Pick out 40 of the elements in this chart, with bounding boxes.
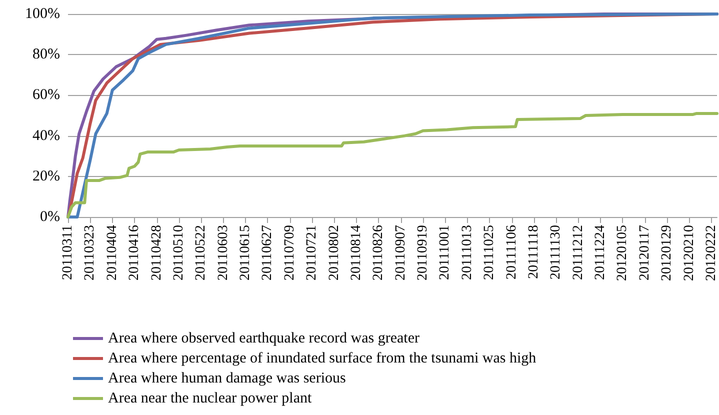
x-tick-label: 20111025 [482, 225, 498, 280]
legend-label: Area where observed earthquake record was greater [108, 330, 420, 346]
x-tick-label: 20110627 [260, 225, 276, 280]
x-tick-label: 20110615 [238, 225, 254, 280]
x-tick-label: 20110510 [171, 225, 186, 280]
x-tick-label: 20120105 [615, 225, 630, 281]
x-tick-label: 20110919 [416, 225, 431, 280]
y-tick-label: 100% [25, 6, 60, 22]
x-tick-label: 20110522 [194, 225, 209, 280]
x-tick-label: 20111118 [526, 225, 542, 279]
x-tick-label: 20111130 [548, 225, 564, 280]
x-tick-label: 20111013 [460, 225, 475, 280]
x-tick-label: 20110603 [216, 225, 231, 280]
x-tick-label: 20111212 [570, 225, 586, 280]
x-tick-label: 20110709 [282, 225, 298, 280]
x-tick-label: 20120129 [660, 225, 675, 281]
x-tick-label: 20120222 [704, 225, 719, 281]
x-tick-label: 20110323 [82, 225, 98, 280]
x-tick-label: 20120117 [637, 225, 652, 280]
x-tick-label: 20111224 [593, 225, 608, 280]
x-tick-label: 20110826 [371, 225, 386, 280]
x-tick-label: 20110428 [149, 225, 164, 280]
x-tick-label: 20110721 [304, 225, 320, 280]
y-tick-label: 60% [32, 87, 60, 104]
x-tick-label: 20110814 [348, 225, 364, 280]
x-tick-label: 20110311 [60, 225, 76, 280]
legend-label: Area where human damage was serious [108, 370, 346, 386]
legend-label: Area where percentage of inundated surface from the tsunami was high [108, 350, 537, 366]
x-tick-label: 20110404 [104, 225, 120, 280]
legend-label: Area near the nuclear power plant [108, 390, 312, 406]
x-tick-label: 20110416 [127, 225, 142, 280]
x-tick-label: 20110907 [393, 225, 408, 280]
x-tick-label: 20111106 [504, 225, 520, 280]
x-tick-label: 20111001 [438, 225, 453, 280]
y-tick-label: 0% [40, 209, 60, 225]
y-tick-label: 80% [32, 46, 60, 63]
y-tick-label: 20% [32, 168, 60, 184]
x-tick-label: 20110802 [326, 225, 342, 280]
y-tick-label: 40% [32, 128, 60, 144]
x-tick-label: 20120210 [682, 225, 697, 281]
